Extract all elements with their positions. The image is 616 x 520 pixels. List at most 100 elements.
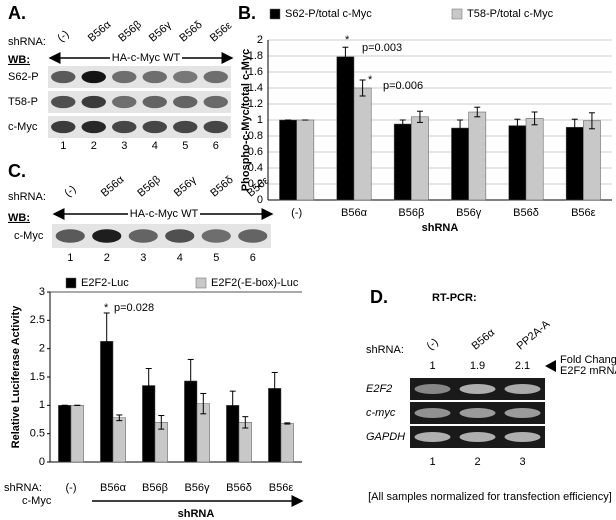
shrna-label: shRNA: (8, 191, 46, 203)
row-label: S62-P (8, 71, 39, 83)
legend-swatch (65, 277, 77, 289)
wb-label: WB: (8, 54, 30, 66)
lane-label: (-) (425, 336, 441, 352)
legend-label: E2F2-Luc (81, 277, 129, 289)
x-axis-label: shRNA (422, 222, 459, 234)
band (142, 70, 167, 84)
y-tick-label: 1.8 (248, 50, 263, 62)
error-bar (229, 390, 236, 420)
bar (280, 423, 294, 463)
row-label: T58-P (8, 96, 38, 108)
y-tick-label: 1.6 (248, 66, 263, 78)
error-bar (116, 414, 123, 422)
legend-swatch (451, 8, 463, 20)
band (112, 95, 137, 109)
y-tick-label: 0.4 (248, 162, 263, 174)
error-bar (416, 110, 423, 123)
footer: [All samples normalized for transfection… (368, 491, 612, 503)
annotation: * (345, 34, 350, 46)
row-label: c-Myc (14, 230, 44, 242)
blot-background (52, 224, 271, 248)
band (504, 408, 541, 418)
annotation: p=0.003 (362, 42, 402, 54)
x-tick-label: (-) (291, 207, 302, 219)
y-axis-label: Relative Luciferase Activity (10, 305, 22, 449)
error-bar (457, 119, 464, 137)
y-tick-label: 2 (39, 343, 45, 355)
annotation: p=0.028 (114, 302, 154, 314)
lane-label: (-) (55, 28, 71, 44)
legend-swatch (195, 277, 207, 289)
error-bar (342, 46, 349, 67)
band (203, 120, 228, 134)
lane-number: 6 (213, 140, 219, 152)
lane-number: 2 (104, 252, 110, 264)
band (203, 95, 228, 109)
bar (583, 120, 601, 201)
control-label: c-Myc (22, 495, 52, 507)
fold-label: E2F2 mRNA (560, 365, 616, 377)
error-bar (571, 118, 578, 136)
lane-label: B56α (86, 18, 114, 44)
row-label: GAPDH (366, 431, 405, 443)
error-bar (242, 416, 249, 429)
band (203, 70, 228, 84)
lane-number: 3 (140, 252, 146, 264)
row-label: E2F2 (366, 383, 392, 395)
band (142, 95, 167, 109)
band (81, 95, 106, 109)
lane-number: 1 (429, 456, 435, 468)
panel-label: D. (370, 287, 388, 307)
band (238, 229, 268, 243)
band (142, 120, 167, 134)
row-label: c-myc (366, 407, 396, 419)
band (459, 432, 496, 442)
error-bar (514, 118, 521, 133)
legend-label: E2F2(-E-box)-Luc (211, 277, 299, 289)
x-tick-label: B56γ (456, 207, 482, 219)
band (112, 120, 137, 134)
lane-number: 6 (250, 252, 256, 264)
panel-label: C. (8, 161, 26, 181)
error-bar (531, 111, 538, 126)
bar (58, 405, 72, 463)
lane-number: 1 (67, 252, 73, 264)
band (459, 384, 496, 394)
bar (565, 126, 584, 201)
x-axis-label: shRNA (178, 508, 215, 520)
fold-change: 1.9 (470, 360, 485, 372)
error-bar (588, 112, 595, 130)
error-bar (284, 422, 291, 425)
x-tick-label: B56γ (184, 482, 210, 494)
bar (70, 405, 84, 463)
error-bar (271, 371, 278, 405)
bar (279, 119, 297, 201)
band (81, 120, 106, 134)
band (51, 70, 76, 84)
lane-number: 4 (152, 140, 158, 152)
band (173, 120, 198, 134)
y-tick-label: 0.5 (30, 428, 45, 440)
annotation: p=0.006 (383, 80, 423, 92)
y-axis-label: Phospho-c-Myc/total c-Myc (240, 49, 252, 191)
panel-label: A. (8, 3, 26, 23)
label-bg (128, 208, 200, 220)
x-tick-label: B56δ (226, 482, 252, 494)
error-bar (158, 415, 165, 430)
x-tick-label: B56ε (269, 482, 294, 494)
y-tick-label: 0.6 (248, 146, 263, 158)
annotation: * (104, 302, 109, 314)
lane-label: (-) (62, 183, 78, 199)
y-tick-label: 3 (39, 286, 45, 298)
y-tick-label: 1.2 (248, 98, 263, 110)
y-tick-label: 1 (39, 399, 45, 411)
lane-number: 4 (177, 252, 183, 264)
lane-label: B56γ (147, 19, 174, 45)
lane-number: 5 (213, 252, 219, 264)
bar (468, 111, 487, 201)
bar (411, 116, 429, 201)
band (414, 408, 451, 418)
band (173, 70, 198, 84)
fold-change: 2.1 (515, 360, 530, 372)
